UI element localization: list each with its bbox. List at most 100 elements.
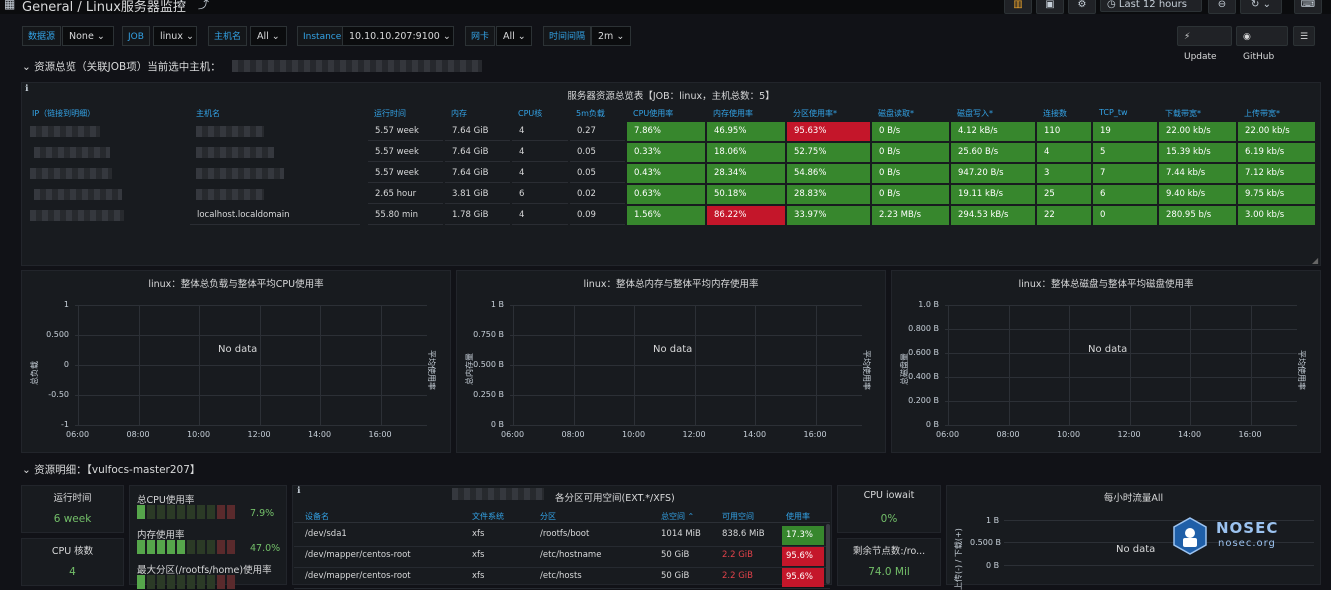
table-cell-memu: 28.34% — [707, 164, 785, 183]
table-cell-cpu: 0.63% — [627, 185, 705, 204]
grid-line — [948, 305, 949, 425]
settings-button[interactable]: ⚙ — [1068, 0, 1096, 14]
partition-cell-total: 50 GiB — [661, 550, 690, 560]
bargauge-cell — [137, 540, 145, 554]
column-header[interactable]: 总空间 ⌃ — [661, 512, 695, 521]
redacted-ip-link[interactable] — [30, 168, 112, 179]
column-header[interactable]: 运行时间 — [374, 109, 406, 118]
dashboards-icon[interactable]: ▦ — [4, 0, 16, 11]
graph-title: linux：整体总磁盘与整体平均磁盘使用率 — [1018, 279, 1194, 290]
bargauge-cell — [177, 505, 185, 519]
row-overview-label: 资源总览（关联JOB项）当前选中主机： — [34, 61, 221, 73]
save-button[interactable]: ▣ — [1036, 0, 1064, 14]
grid-line — [1129, 305, 1131, 425]
refresh-button[interactable]: ↻ ⌄ — [1240, 0, 1282, 14]
column-header[interactable]: IP（链接到明细） — [32, 109, 96, 118]
grid-line — [259, 305, 261, 425]
grid-line — [1190, 305, 1191, 425]
row-overview-title[interactable]: ⌄ 资源总览（关联JOB项）当前选中主机： — [22, 59, 221, 74]
bargauge-cell — [147, 575, 155, 589]
tv-mode-button[interactable]: ⌨ — [1294, 0, 1322, 14]
var-value: None — [69, 31, 94, 42]
column-header[interactable]: 连接数 — [1043, 109, 1067, 118]
scrollbar[interactable] — [826, 524, 830, 584]
var-select-nic[interactable]: All ⌄ — [496, 26, 532, 46]
var-select-hostname[interactable]: All ⌄ — [250, 26, 287, 46]
table-cell-memu: 18.06% — [707, 143, 785, 162]
chevron-down-icon: ⌄ — [22, 464, 35, 476]
column-header[interactable]: 可用空间 — [722, 512, 754, 521]
redacted-ip-link[interactable] — [30, 126, 100, 137]
x-tick: 14:00 — [743, 430, 767, 439]
top-bar — [0, 0, 1331, 14]
column-header[interactable]: 设备名 — [305, 512, 329, 521]
table-cell-uptime: 55.80 min — [368, 206, 443, 225]
grid-line — [815, 305, 817, 425]
var-select-interval[interactable]: 2m ⌄ — [591, 26, 631, 46]
grid-line — [1069, 305, 1070, 425]
var-select-instance[interactable]: 10.10.10.207:9100 ⌄ — [342, 26, 454, 46]
table-cell-mem: 7.64 GiB — [445, 122, 510, 141]
table-cell-dl: 22.00 kb/s — [1159, 122, 1236, 141]
zoom-out-button[interactable]: ⊖ — [1208, 0, 1236, 14]
row-detail-title[interactable]: ⌄ 资源明细：【vulfocs-master207】 — [22, 462, 200, 477]
redacted-ip-link[interactable] — [30, 210, 124, 221]
var-select-job[interactable]: linux ⌄ — [153, 26, 197, 46]
column-header[interactable]: CPU核 — [518, 109, 543, 118]
column-header[interactable]: CPU使用率 — [633, 109, 674, 118]
column-header[interactable]: 磁盘写入* — [957, 109, 993, 118]
grid-line — [510, 395, 862, 396]
x-tick: 14:00 — [308, 430, 332, 439]
redacted-ip-link[interactable] — [34, 147, 110, 158]
time-picker[interactable]: ◷ Last 12 hours — [1100, 0, 1202, 12]
var-label-hostname: 主机名 — [208, 26, 248, 46]
table-cell-cores: 4 — [512, 143, 568, 162]
bargauge-cell — [227, 575, 235, 589]
grid-line — [78, 305, 79, 425]
table-cell-uptime: 5.57 week — [368, 122, 443, 141]
y-tick: 0.500 B — [473, 360, 504, 369]
redacted-ip-link[interactable] — [34, 189, 122, 200]
partition-panel-title: 各分区可用空间(EXT.*/XFS) — [555, 493, 675, 504]
bargauge-cell — [177, 540, 185, 554]
var-select-datasource[interactable]: None ⌄ — [62, 26, 114, 46]
graph-panel — [456, 270, 886, 453]
table-cell-wr: 294.53 kB/s — [951, 206, 1035, 225]
column-header[interactable]: 分区 — [540, 512, 556, 521]
column-header[interactable]: 内存使用率 — [713, 109, 753, 118]
info-icon[interactable]: ℹ — [297, 486, 301, 496]
x-tick: 16:00 — [803, 430, 827, 439]
table-cell-cpu: 1.56% — [627, 206, 705, 225]
info-icon[interactable]: ℹ — [25, 84, 29, 94]
x-tick: 08:00 — [996, 430, 1020, 439]
column-header[interactable]: 下载带宽* — [1165, 109, 1201, 118]
no-data-text: No data — [1116, 544, 1156, 555]
table-cell-uptime: 5.57 week — [368, 143, 443, 162]
column-header[interactable]: 使用率 — [786, 512, 810, 521]
var-value: All — [257, 31, 269, 42]
dashboard-title[interactable]: General / Linux服务器监控 — [22, 0, 186, 15]
column-header[interactable]: 磁盘读取* — [878, 109, 914, 118]
header-divider — [294, 522, 830, 523]
grid-line — [755, 305, 756, 425]
column-header[interactable]: 上传带宽* — [1244, 109, 1280, 118]
column-header[interactable]: 文件系统 — [472, 512, 504, 521]
partition-panel — [292, 485, 832, 585]
column-header[interactable]: 分区使用率* — [793, 109, 837, 118]
y-tick: 0.250 B — [473, 390, 504, 399]
update-link-button[interactable]: ⚡ Update — [1177, 26, 1232, 62]
add-panel-button[interactable]: ▥ — [1004, 0, 1032, 14]
star-icon[interactable]: ☆ — [176, 0, 187, 10]
column-header[interactable]: TCP_tw — [1099, 108, 1128, 117]
y-tick: -0.50 — [48, 390, 69, 399]
share-icon[interactable]: ⤴ — [198, 0, 209, 11]
column-header[interactable]: 内存 — [451, 109, 467, 118]
menu-button[interactable]: ☰ — [1293, 26, 1315, 46]
resize-handle[interactable]: ◢ — [1312, 256, 1319, 265]
column-header[interactable]: 主机名 — [196, 109, 220, 118]
column-header[interactable]: 5m负载 — [576, 109, 605, 118]
grid-line — [945, 377, 1297, 378]
github-link-button[interactable]: ◉ GitHub — [1236, 26, 1288, 62]
y-tick: -1 — [61, 420, 69, 429]
table-cell-part: 33.97% — [787, 206, 870, 225]
